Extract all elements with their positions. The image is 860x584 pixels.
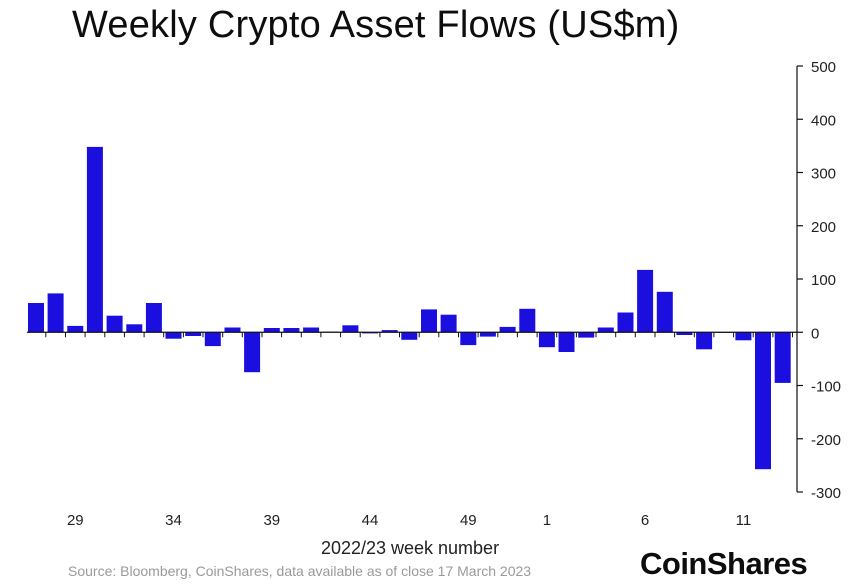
bar-4: [106, 315, 123, 333]
bar-29: [597, 327, 614, 333]
bar-18: [381, 330, 398, 333]
x-tick-label-7: 11: [736, 512, 752, 529]
bar-1: [47, 293, 64, 333]
bar-11: [244, 332, 261, 373]
bar-20: [421, 309, 437, 333]
y-tick-label-4: 100: [811, 272, 836, 289]
bar-34: [696, 332, 713, 350]
bar-0: [28, 303, 44, 333]
coinshares-logo: CoinShares: [640, 546, 808, 581]
bar-10: [224, 327, 241, 333]
x-tick-label-3: 44: [362, 512, 379, 529]
bar-6: [145, 303, 162, 333]
bar-32: [656, 291, 673, 333]
bar-37: [755, 332, 771, 470]
source-note: Source: Bloomberg, CoinShares, data avai…: [68, 563, 532, 579]
bar-3: [86, 146, 103, 333]
bar-chart: 500 400 300 200 100 0 -100 -200 -300 29 34 39 44 49 1 6…: [27, 59, 841, 529]
bar-24: [499, 326, 516, 333]
y-tick-label-7: -200: [811, 432, 841, 449]
bar-7: [165, 332, 182, 339]
bar-8: [185, 332, 202, 336]
bar-33: [676, 332, 693, 335]
y-tick-label-6: -100: [811, 379, 841, 396]
bar-22: [460, 332, 477, 346]
x-tick-label-4: 49: [460, 512, 477, 529]
y-tick-label-5: 0: [811, 325, 819, 342]
x-tick-label-1: 34: [165, 512, 182, 529]
y-tick-label-0: 500: [811, 59, 836, 76]
bar-38: [774, 332, 791, 383]
x-axis-label: 2022/23 week number: [320, 538, 500, 558]
y-tick-label-3: 200: [811, 219, 836, 236]
y-tick-label-1: 400: [811, 112, 836, 129]
bar-28: [578, 332, 595, 338]
bar-2: [67, 325, 84, 333]
chart-title: Weekly Crypto Asset Flows (US$m): [72, 4, 680, 46]
bar-23: [479, 332, 496, 337]
bar-27: [558, 332, 575, 352]
bar-9: [204, 332, 221, 347]
bar-13: [283, 328, 300, 333]
bar-25: [519, 308, 536, 333]
y-tick-label-8: -300: [811, 485, 841, 502]
bar-12: [263, 328, 280, 333]
bar-36: [735, 332, 752, 341]
x-tick-label-0: 29: [67, 512, 84, 529]
bar-31: [637, 269, 654, 333]
bar-5: [126, 324, 143, 333]
x-tick-label-6: 6: [641, 512, 649, 529]
bar-21: [440, 314, 457, 333]
bar-30: [617, 312, 634, 333]
bar-14: [303, 327, 320, 333]
bar-16: [342, 325, 359, 333]
x-tick-label-5: 1: [543, 512, 551, 529]
y-tick-label-2: 300: [811, 166, 836, 183]
x-tick-label-2: 39: [263, 512, 280, 529]
bar-26: [538, 332, 555, 348]
bar-19: [401, 332, 418, 340]
